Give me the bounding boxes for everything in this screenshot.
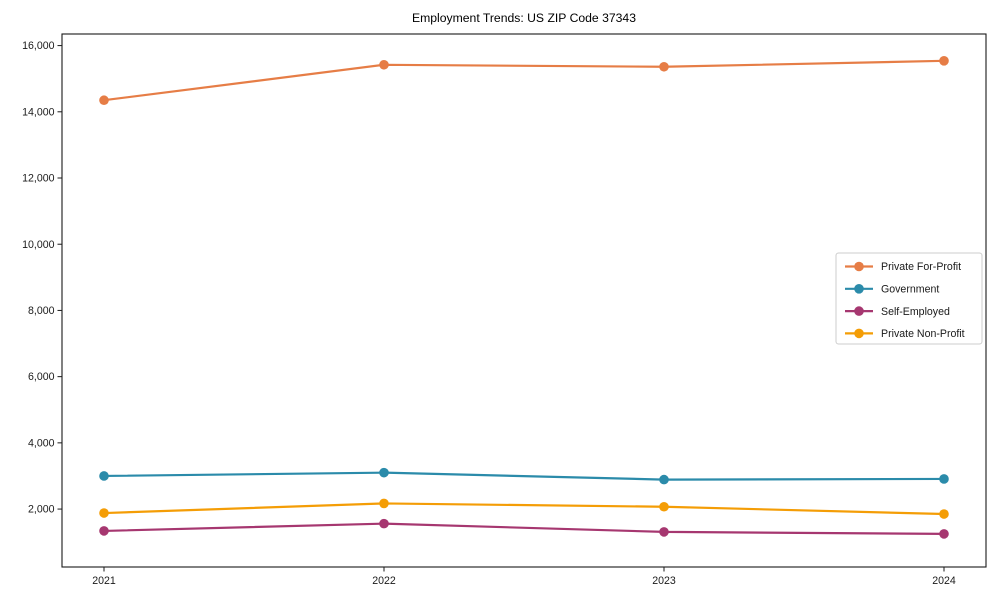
- series-marker-private-for-profit: [939, 56, 949, 66]
- series-marker-government: [939, 474, 949, 484]
- legend-marker-private-non-profit: [854, 328, 864, 339]
- y-tick-label: 10,000: [22, 239, 55, 251]
- plot-area: 2,000 4,000 6,000 8,000 10,000 12,000 14,000 16…: [22, 33, 987, 587]
- y-tick-label: 6,000: [28, 371, 55, 383]
- series-line-government: [102, 471, 946, 481]
- series-line-self-employed: [102, 522, 946, 535]
- series-line-private-non-profit: [102, 502, 946, 516]
- series-marker-private-non-profit: [659, 501, 669, 512]
- legend-label-private-for-profit: Private For-Profit: [881, 261, 961, 273]
- legend-label-self-employed: Self-Employed: [881, 306, 950, 318]
- series-marker-private-non-profit: [939, 509, 949, 519]
- series-marker-self-employed: [659, 527, 669, 537]
- series-marker-private-non-profit: [379, 498, 389, 509]
- series-marker-self-employed: [939, 529, 949, 539]
- y-tick-label: 14,000: [22, 106, 55, 118]
- series-marker-self-employed: [99, 526, 109, 536]
- legend-label-private-non-profit: Private Non-Profit: [881, 328, 965, 340]
- series-marker-government: [99, 471, 109, 481]
- x-tick-label: 2022: [372, 575, 396, 587]
- y-tick-label: 8,000: [28, 305, 55, 317]
- legend-label-government: Government: [881, 284, 939, 296]
- x-tick-label: 2023: [652, 575, 676, 587]
- y-tick-label: 16,000: [22, 40, 55, 52]
- series-marker-self-employed: [379, 518, 389, 529]
- plot-border: [61, 33, 987, 568]
- series-marker-government: [659, 474, 669, 485]
- y-tick-label: 12,000: [22, 173, 55, 185]
- series-marker-private-for-profit: [379, 59, 389, 70]
- legend-marker-self-employed: [854, 306, 864, 316]
- series-marker-government: [379, 467, 389, 478]
- x-tick-label: 2021: [92, 575, 116, 587]
- legend-marker-private-for-profit: [854, 261, 864, 272]
- y-tick-label: 4,000: [28, 437, 55, 449]
- series-line-private-for-profit: [102, 59, 946, 102]
- x-tick-label: 2024: [932, 575, 956, 587]
- series-marker-private-for-profit: [99, 95, 109, 106]
- legend: Private For-Profit Government Self-Employe…: [835, 252, 983, 345]
- y-tick-label: 2,000: [28, 504, 55, 516]
- chart-title: Employment Trends: US ZIP Code 37343: [412, 11, 636, 25]
- legend-marker-government: [854, 284, 864, 294]
- series-marker-private-for-profit: [659, 61, 669, 72]
- series-marker-private-non-profit: [99, 508, 109, 518]
- legend-box: [835, 252, 983, 345]
